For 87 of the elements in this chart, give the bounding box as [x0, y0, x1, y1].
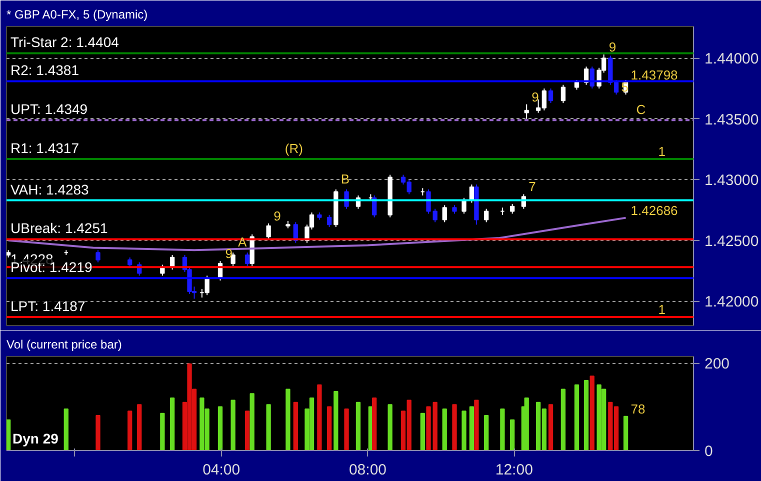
candlestick	[484, 208, 489, 223]
annotation: 1	[658, 302, 666, 317]
bar	[590, 376, 594, 450]
bar	[548, 404, 554, 450]
bar	[420, 412, 425, 450]
y-tick-label: 1.44000	[704, 50, 759, 68]
bar	[344, 408, 349, 450]
bar	[230, 400, 236, 450]
bar	[6, 419, 11, 450]
bar	[469, 406, 474, 450]
annotation: 78	[630, 401, 646, 416]
candlestick	[326, 214, 332, 228]
bar	[160, 412, 165, 450]
candlestick	[426, 188, 431, 214]
ref-line-label: Tri-Star 2: 1.4404	[10, 34, 120, 50]
x-tick-label: 08:00	[348, 462, 387, 478]
annotation: 1.43798	[630, 68, 678, 83]
x-tick-label: 12:00	[495, 462, 533, 478]
x-tick-label: 04:00	[202, 462, 240, 478]
bar	[462, 410, 466, 450]
ref-line-label: UBreak: 1.4251	[10, 220, 108, 236]
candlestick	[442, 204, 447, 223]
ref-line-label: R1: 1.4317	[10, 140, 80, 156]
annotation: 9	[274, 208, 281, 224]
bar	[334, 390, 338, 450]
bar	[574, 384, 580, 450]
candlestick	[128, 256, 132, 268]
ref-line-label: UPT: 1.4349	[10, 101, 88, 118]
bar	[372, 398, 377, 450]
bar	[474, 400, 479, 450]
bar	[623, 416, 628, 450]
bar	[510, 419, 515, 450]
annotation: (R)	[284, 140, 303, 156]
candlestick	[432, 208, 438, 223]
bar	[266, 404, 271, 450]
ref-line-label: VAH: 1.4283	[10, 181, 90, 198]
y-tick-label: 1.43000	[704, 172, 759, 190]
bar	[170, 398, 175, 450]
bar	[245, 410, 250, 450]
bar	[96, 415, 100, 450]
candlestick	[266, 222, 271, 240]
bar	[137, 404, 142, 450]
bar	[426, 406, 431, 450]
bar	[293, 402, 298, 450]
candlestick	[524, 104, 529, 120]
bar	[356, 402, 361, 450]
annotation: 1	[658, 144, 666, 159]
y-tick-label: 200	[704, 356, 730, 373]
ref-line-label: LPT: 1.4187	[10, 298, 86, 314]
candlestick	[548, 88, 554, 104]
candlestick	[560, 84, 566, 104]
annotation: B	[340, 171, 350, 186]
candlestick	[230, 252, 236, 266]
chart-title: * GBP A0-FX, 5 (Dynamic)	[6, 8, 148, 22]
annotation: C	[636, 102, 646, 118]
bar	[484, 415, 489, 450]
bar	[64, 408, 68, 450]
candlestick	[96, 250, 100, 263]
candlestick	[510, 203, 515, 214]
y-tick-label: 1.42000	[704, 294, 759, 311]
candlestick	[245, 252, 250, 266]
annotation: Dyn 29	[12, 430, 59, 446]
bar	[317, 384, 322, 450]
bar	[218, 406, 223, 450]
bar	[452, 404, 457, 450]
bar	[326, 406, 332, 450]
bar	[432, 402, 438, 450]
y-tick-label: 0	[704, 443, 713, 460]
annotation: 1.42686	[630, 202, 678, 218]
candlestick	[462, 197, 466, 214]
bar	[286, 388, 290, 450]
bar	[250, 393, 254, 450]
annotation: 9	[532, 89, 539, 104]
y-tick-label: 1.43500	[704, 111, 759, 128]
bar	[560, 388, 566, 450]
bar	[524, 398, 529, 450]
bar	[388, 404, 392, 450]
bar	[128, 410, 132, 450]
bar	[442, 408, 447, 450]
chart-title: Vol (current price bar)	[6, 338, 122, 352]
y-tick-label: 1.42500	[704, 232, 759, 250]
ref-line-label: R2: 1.4381	[10, 62, 80, 78]
annotation: 9	[608, 39, 616, 54]
annotation: 9	[225, 246, 232, 262]
bar	[500, 408, 505, 450]
annotation: 7	[528, 179, 536, 194]
bar	[584, 380, 589, 450]
